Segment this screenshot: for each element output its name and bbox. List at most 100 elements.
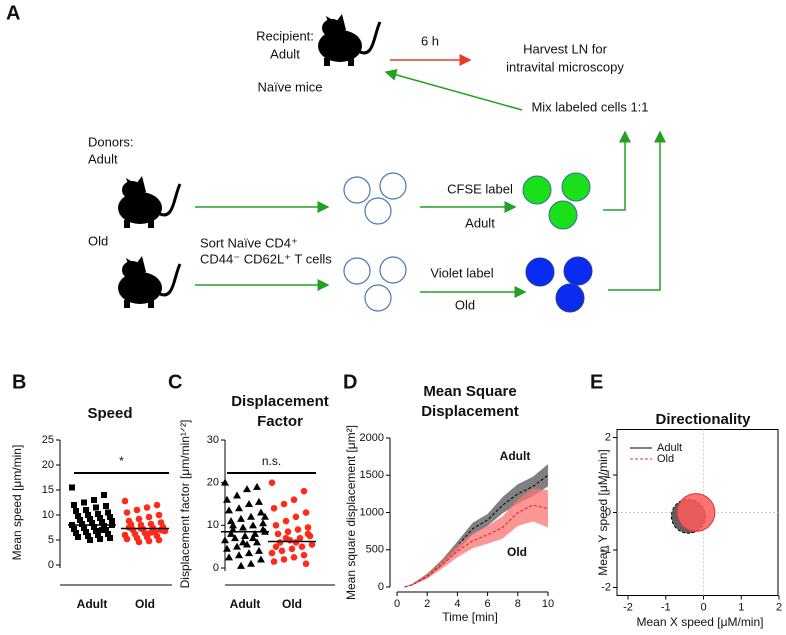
dot	[79, 521, 85, 527]
naive-label: Naïve mice	[257, 79, 322, 94]
y-tick-label: 1	[605, 469, 611, 481]
dot	[302, 560, 310, 568]
violet-label: Old	[455, 297, 475, 312]
dot	[235, 551, 243, 559]
dot	[85, 533, 91, 539]
dot	[105, 509, 111, 516]
panel-label: A	[6, 2, 20, 24]
x-tick-label: 0	[700, 601, 706, 613]
x-tick-label: 6	[485, 598, 491, 610]
dot	[77, 517, 83, 523]
dot	[255, 546, 263, 554]
dot	[71, 526, 77, 532]
dot	[225, 553, 233, 561]
dot	[153, 501, 161, 509]
y-tick-label: 15	[42, 484, 54, 496]
y-axis-label: Mean square displacement [μm²]	[344, 425, 358, 600]
cfse-label: CFSE label	[447, 181, 513, 196]
legend-label: Adult	[657, 442, 682, 454]
arrow	[384, 69, 523, 111]
y-tick-label: 20	[42, 459, 54, 471]
dot	[304, 530, 312, 538]
y-tick-label: 25	[42, 434, 54, 446]
y-tick-label: 2	[605, 431, 611, 443]
dot	[290, 496, 298, 504]
y-axis-label: Mean Y speed [μM/min]	[596, 449, 610, 576]
x-tick-label: 10	[542, 598, 554, 610]
dot	[253, 538, 261, 546]
dot	[83, 529, 89, 535]
dot	[103, 527, 109, 533]
y-tick-label: 10	[42, 509, 54, 521]
dot	[91, 497, 97, 503]
dot	[97, 515, 103, 521]
dot	[155, 511, 163, 519]
y-tick-label: 2000	[360, 432, 384, 444]
dot	[247, 559, 255, 567]
dot	[300, 551, 308, 559]
chart-title: Speed	[87, 405, 132, 422]
violet-label: Violet label	[430, 265, 493, 280]
chart-title: Displacement	[231, 393, 329, 410]
x-axis-label: Time [min]	[442, 610, 498, 624]
band	[404, 488, 548, 587]
dot	[233, 542, 241, 550]
harvest-label: intravital microscopy	[506, 59, 624, 74]
dot	[99, 519, 105, 525]
dot	[298, 543, 306, 550]
dot	[145, 537, 153, 545]
y-tick-label: -1	[601, 544, 611, 556]
mouse-icon	[116, 254, 182, 310]
dot	[85, 512, 91, 518]
dot	[292, 539, 300, 546]
dot	[99, 527, 105, 533]
dot	[83, 507, 89, 513]
dot	[225, 506, 233, 514]
dot	[89, 520, 95, 526]
y-tick-label: 500	[366, 544, 384, 556]
x-axis-label: Mean X speed [μM/min]	[637, 615, 764, 629]
dot	[253, 482, 261, 490]
x-tick-label: 1	[738, 601, 744, 613]
dot	[268, 549, 276, 557]
sort-label: Sort Naïve CD4⁺	[200, 235, 298, 250]
y-tick-label: 5	[48, 534, 54, 546]
y-tick-label: 1000	[360, 506, 384, 518]
dot	[304, 524, 312, 531]
x-tick-label: Adult	[230, 597, 261, 611]
dot	[270, 558, 278, 565]
x-tick-label: Old	[282, 597, 302, 611]
mean-line	[404, 474, 549, 588]
dot	[91, 524, 97, 530]
dot	[259, 519, 267, 527]
dot	[300, 487, 308, 495]
dot	[282, 517, 290, 525]
dot	[272, 543, 280, 550]
dot	[229, 521, 237, 529]
dot	[276, 539, 284, 546]
dot	[302, 509, 310, 516]
mean-line	[404, 504, 549, 588]
arrow	[608, 130, 666, 291]
y-tick-label: -2	[601, 581, 611, 593]
dot	[272, 522, 280, 529]
dot	[93, 504, 99, 511]
panel-label: D	[343, 371, 357, 393]
series-label: Adult	[500, 449, 531, 463]
dot	[87, 516, 93, 522]
dot	[69, 484, 75, 491]
dot	[308, 541, 316, 548]
dot	[107, 535, 113, 541]
cells	[343, 172, 407, 312]
dot	[255, 497, 263, 505]
x-tick-label: 2	[776, 601, 782, 613]
dot	[75, 513, 81, 519]
dot	[249, 521, 257, 529]
dot	[143, 504, 151, 511]
dot	[127, 521, 135, 528]
dot	[121, 497, 129, 505]
dot	[87, 537, 93, 543]
dot	[249, 534, 257, 542]
x-tick-label: -1	[661, 601, 671, 613]
